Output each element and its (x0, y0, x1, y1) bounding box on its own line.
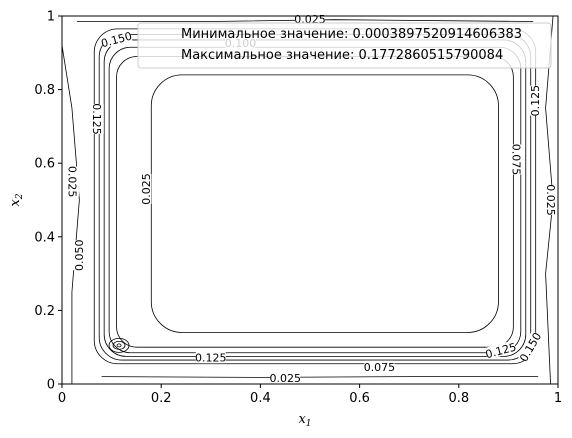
x-tick-label: 0.2 (151, 391, 172, 406)
contour-label-text: 0.125 (90, 103, 103, 135)
x-axis-label: x1 (298, 412, 311, 429)
y-tick-label: 0.8 (34, 83, 55, 98)
contour-label: 0.075 (364, 360, 396, 374)
contour-label-bg (270, 371, 301, 384)
x-tick-label: 0.6 (349, 391, 370, 406)
contour-label-bg (510, 144, 523, 175)
contour-label: 0.150 (517, 330, 544, 364)
y-axis-label: x2 (8, 193, 25, 206)
x-axis-ticks: 0 0.2 0.4 0.6 0.8 1 (58, 384, 562, 406)
contour-label-text: 0.025 (65, 166, 78, 198)
contour-label-bg (66, 166, 79, 197)
legend-box (137, 22, 552, 69)
contour-lines (62, 16, 554, 384)
contour-label-bg (484, 340, 517, 360)
contour-label: 0.050 (72, 239, 86, 271)
contour-label-text: 0.125 (195, 352, 227, 365)
contour-label-bg (139, 173, 152, 204)
contour-label: 0.025 (139, 173, 153, 205)
contour-label: 0.125 (195, 351, 227, 365)
legend-entry-min: Минимальное значение: 0.0003897520914606… (181, 27, 522, 42)
x-tick-label: 0.4 (250, 391, 271, 406)
legend: Минимальное значение: 0.0003897520914606… (137, 22, 552, 69)
contour-label: 0.125 (484, 340, 518, 361)
contour-labels: 0.0250.1500.1000.1250.0250.0250.0500.125… (65, 12, 558, 385)
contour-label: 0.075 (509, 144, 523, 176)
contour-label: 0.125 (90, 103, 104, 135)
contour-label-text: 0.125 (484, 341, 518, 362)
y-tick-label: 1 (47, 10, 55, 25)
contour-label-text: 0.125 (529, 85, 542, 117)
contour-label-text: 0.050 (73, 239, 86, 271)
plot-frame (61, 15, 559, 385)
contour-line-local-max (116, 343, 122, 348)
contour-line-0_15 (93, 28, 537, 365)
contour-label: 0.025 (65, 166, 79, 198)
contour-line-0_075 (108, 46, 522, 354)
contour-label-text: 0.025 (140, 173, 153, 205)
y-tick-label: 0.2 (34, 304, 55, 319)
contour-label: 0.025 (269, 371, 301, 385)
contour-line-local-max (108, 337, 130, 353)
y-axis-ticks: 0 0.2 0.4 0.6 0.8 1 (34, 10, 62, 393)
x-tick-label: 1 (554, 391, 562, 406)
contour-label-bg (364, 360, 395, 373)
contour-line-edge (76, 19, 534, 22)
contour-label-text: 0.025 (269, 372, 301, 385)
contour-line-0_025 (150, 74, 499, 333)
y-tick-label: 0 (47, 378, 55, 393)
y-tick-label: 0.4 (34, 230, 55, 245)
contour-label-bg (528, 85, 541, 116)
contour-label-bg (72, 240, 85, 271)
contour-label-bg (545, 185, 558, 215)
contour-label-text: 0.025 (544, 184, 557, 216)
contour-line-local-max (112, 340, 126, 350)
contour-label-bg (195, 351, 226, 364)
contour-label-bg (517, 330, 543, 363)
contour-line-edge (62, 45, 80, 384)
contour-line-0_125 (98, 34, 532, 361)
contour-line-0_1 (103, 39, 527, 357)
contour-line-edge (101, 376, 539, 378)
x-tick-label: 0.8 (448, 391, 469, 406)
contour-line-0_05 (116, 56, 514, 348)
contour-label-text: 0.075 (509, 144, 522, 176)
contour-label: 0.125 (528, 85, 542, 117)
contour-label-text: 0.075 (364, 361, 396, 374)
x-tick-label: 0 (58, 391, 66, 406)
contour-label: 0.025 (544, 184, 558, 216)
contour-label-bg (91, 104, 104, 135)
contour-label-bg (100, 29, 133, 49)
legend-entry-max: Максимальное значение: 0.177286051579008… (181, 48, 503, 63)
y-tick-label: 0.6 (34, 157, 55, 172)
